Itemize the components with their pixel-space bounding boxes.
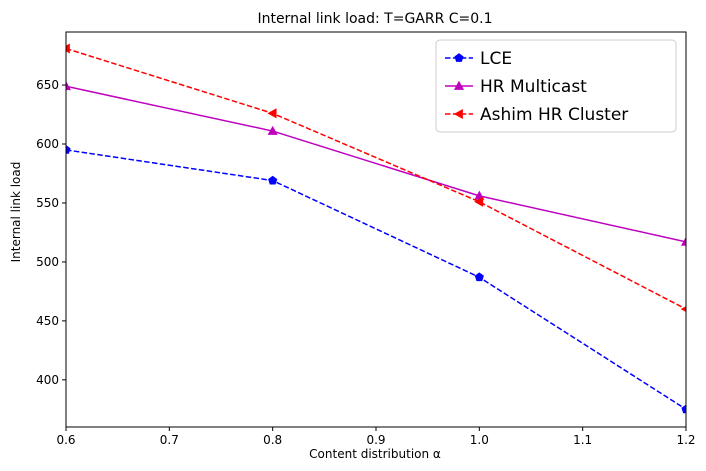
- y-tick-label: 550: [36, 196, 59, 210]
- series-line-0: [66, 149, 686, 410]
- legend-marker-1: [453, 80, 465, 90]
- series-group: [66, 43, 686, 414]
- legend-label-1: HR Multicast: [480, 77, 587, 97]
- x-tick-label: 1.0: [470, 433, 489, 447]
- data-point-0-2: [474, 272, 484, 282]
- data-point-1-1: [267, 125, 278, 135]
- y-tick-label: 600: [36, 137, 59, 151]
- x-tick-label: 1.1: [573, 433, 592, 447]
- legend-box: [435, 39, 677, 133]
- data-point-0-1: [268, 175, 278, 185]
- chart-title: Internal link load: T=GARR C=0.1: [257, 11, 492, 27]
- data-point-2-2: [474, 196, 484, 207]
- data-point-1-0: [66, 81, 72, 91]
- y-tick-label: 650: [36, 78, 59, 92]
- data-point-0-0: [66, 145, 71, 154]
- x-axis-label: Content distribution α: [309, 447, 441, 461]
- x-tick-label: 0.6: [56, 433, 75, 447]
- data-point-1-3: [680, 236, 686, 246]
- y-tick-label: 400: [36, 373, 59, 387]
- y-tick-label: 450: [36, 314, 59, 328]
- data-point-2-0: [66, 43, 70, 54]
- legend: LCE HR Multicast Ashim HR Cluster: [435, 39, 677, 133]
- y-tick-label: 500: [36, 255, 59, 269]
- data-point-2-1: [267, 108, 277, 119]
- legend-marker-2: [453, 108, 463, 120]
- legend-label-2: Ashim HR Cluster: [480, 105, 628, 125]
- axes: 0.6 0.7 0.8 0.9 1.0 1.1 1.2 400 450 500 550 600 650: [36, 31, 696, 447]
- x-tick-label: 1.2: [676, 433, 695, 447]
- series-line-1: [66, 85, 686, 243]
- plot-area: [66, 43, 686, 414]
- legend-marker-0: [454, 53, 464, 62]
- x-tick-label: 0.9: [366, 433, 385, 447]
- legend-label-0: LCE: [480, 49, 512, 69]
- x-tick-label: 0.8: [263, 433, 282, 447]
- y-axis-label: Internal link load: [9, 162, 23, 263]
- x-tick-label: 0.7: [160, 433, 179, 447]
- data-point-0-3: [681, 404, 686, 414]
- series-line-2: [66, 47, 686, 310]
